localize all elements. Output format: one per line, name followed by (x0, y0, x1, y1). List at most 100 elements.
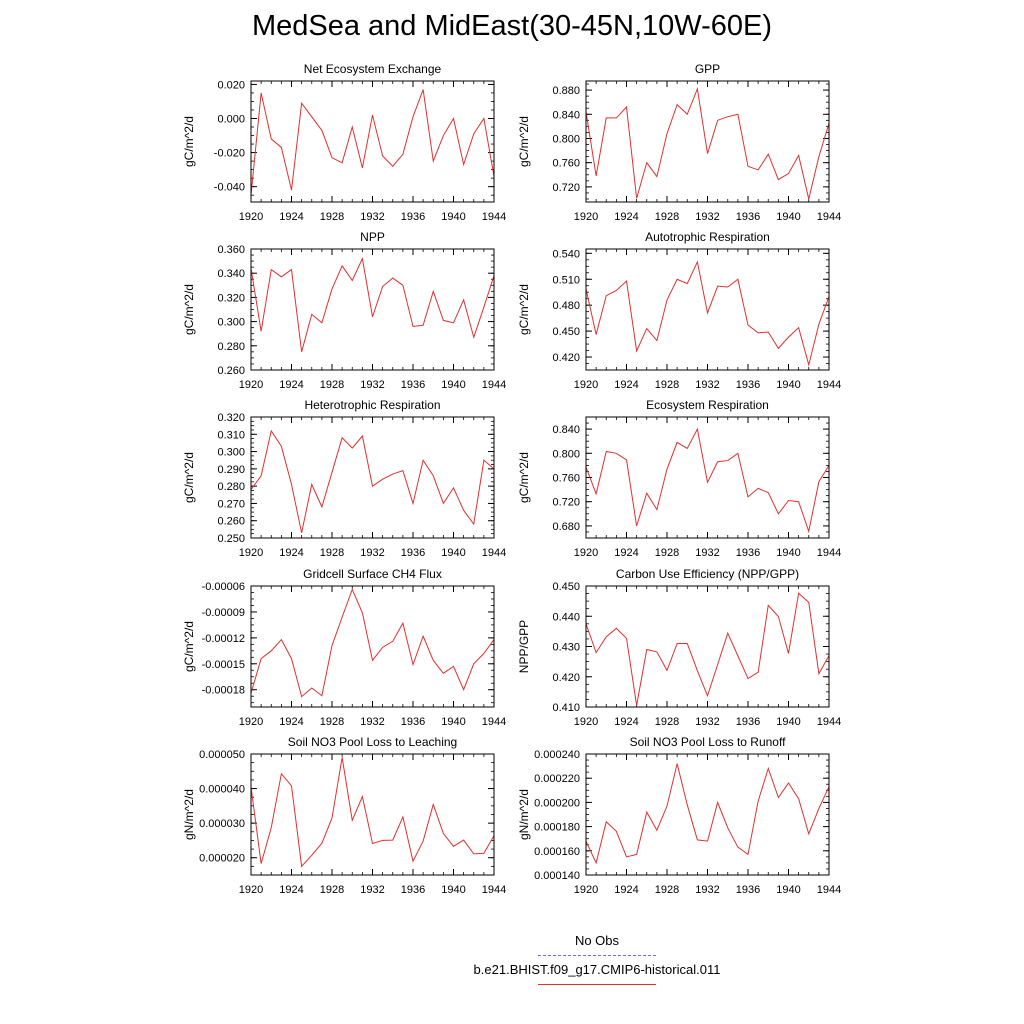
series-line (585, 763, 830, 865)
x-tick-label: 1928 (320, 211, 344, 223)
x-tick-label: 1940 (776, 547, 800, 559)
x-tick-label: 1924 (614, 379, 638, 391)
chart-panel-9: Soil NO3 Pool Loss to Leaching gN/m^2/d 19… (182, 735, 506, 896)
series-line (585, 260, 830, 367)
x-tick-label: 1932 (695, 716, 719, 728)
y-tick-label: 0.000240 (534, 749, 580, 761)
y-tick-label: 0.480 (552, 300, 580, 312)
chart-panel-4: Autotrophic Respiration gC/m^2/d 1920 1924 1… (517, 230, 841, 391)
x-tick-label: 1940 (441, 547, 465, 559)
plot-frame (585, 416, 830, 539)
y-tick-label: -0.00009 (202, 607, 245, 619)
y-tick-label: 0.320 (217, 292, 245, 304)
y-tick-label: 0.260 (217, 365, 245, 377)
y-tick-label: 0.000030 (199, 818, 245, 830)
chart-title: GPP (695, 62, 720, 76)
x-tick-label: 1932 (695, 379, 719, 391)
x-tick-label: 1920 (239, 379, 263, 391)
y-tick-label: 0.000050 (199, 749, 245, 761)
y-axis-label: gN/m^2/d (517, 789, 531, 840)
x-tick-label: 1944 (817, 211, 841, 223)
x-tick-label: 1932 (360, 884, 384, 896)
series-line (250, 429, 495, 533)
y-axis-label: gN/m^2/d (182, 789, 196, 840)
x-tick-label: 1932 (360, 211, 384, 223)
y-tick-label: -0.00015 (202, 659, 245, 671)
x-tick-label: 1944 (817, 884, 841, 896)
plot-frame (250, 416, 495, 539)
y-tick-label: 0.720 (552, 182, 580, 194)
x-tick-label: 1940 (776, 379, 800, 391)
legend-model-line (538, 984, 656, 985)
legend-obs-line (538, 955, 656, 956)
plot-frame (250, 248, 495, 371)
chart-panel-2: GPP gC/m^2/d 1920 1924 1928 1932 1936 1940 1944 0… (517, 62, 841, 223)
x-tick-label: 1944 (817, 379, 841, 391)
x-tick-label: 1944 (482, 379, 506, 391)
y-axis-label: gC/m^2/d (182, 621, 196, 672)
x-tick-label: 1940 (441, 884, 465, 896)
x-tick-label: 1928 (655, 379, 679, 391)
chart-panel-10: Soil NO3 Pool Loss to Runoff gN/m^2/d 1920… (517, 735, 841, 896)
chart-title: Net Ecosystem Exchange (304, 62, 442, 76)
y-tick-label: 0.280 (217, 481, 245, 493)
x-tick-label: 1944 (817, 716, 841, 728)
x-tick-label: 1940 (441, 379, 465, 391)
y-tick-label: 0.360 (217, 244, 245, 256)
chart-panel-8: Carbon Use Efficiency (NPP/GPP) NPP/GPP 19… (517, 567, 841, 728)
x-tick-label: 1936 (401, 884, 425, 896)
y-tick-label: 0.450 (552, 581, 580, 593)
x-tick-label: 1940 (776, 211, 800, 223)
y-tick-label: -0.00018 (202, 685, 245, 697)
x-tick-label: 1928 (655, 884, 679, 896)
x-tick-label: 1936 (736, 884, 760, 896)
x-tick-label: 1920 (574, 379, 598, 391)
chart-title: Heterotrophic Respiration (304, 398, 440, 412)
x-tick-label: 1928 (655, 716, 679, 728)
y-tick-label: 0.000220 (534, 773, 580, 785)
y-tick-label: -0.00006 (202, 581, 245, 593)
x-tick-label: 1920 (574, 884, 598, 896)
plot-frame (250, 585, 495, 708)
x-tick-label: 1924 (614, 884, 638, 896)
chart-title: Soil NO3 Pool Loss to Leaching (288, 735, 457, 749)
chart-title: Ecosystem Respiration (646, 398, 769, 412)
x-tick-label: 1924 (279, 547, 303, 559)
x-tick-label: 1932 (360, 379, 384, 391)
y-tick-label: 0.020 (217, 79, 245, 91)
y-tick-label: 0.880 (552, 85, 580, 97)
chart-title: Carbon Use Efficiency (NPP/GPP) (616, 567, 799, 581)
x-tick-label: 1920 (574, 211, 598, 223)
chart-title: NPP (360, 230, 385, 244)
y-tick-label: 0.680 (552, 521, 580, 533)
y-tick-label: 0.310 (217, 429, 245, 441)
x-tick-label: 1924 (279, 211, 303, 223)
chart-panel-3: NPP gC/m^2/d 1920 1924 1928 1932 1936 1940 1944 0… (182, 230, 506, 391)
x-tick-label: 1932 (360, 547, 384, 559)
y-tick-label: 0.000200 (534, 797, 580, 809)
y-axis-label: gC/m^2/d (517, 452, 531, 503)
y-tick-label: 0.840 (552, 109, 580, 121)
chart-title: Autotrophic Respiration (645, 230, 770, 244)
x-tick-label: 1944 (482, 884, 506, 896)
x-tick-label: 1932 (695, 547, 719, 559)
y-tick-label: 0.720 (552, 497, 580, 509)
chart-title: Gridcell Surface CH4 Flux (303, 567, 442, 581)
x-tick-label: 1944 (817, 547, 841, 559)
y-tick-label: -0.040 (214, 182, 245, 194)
page-title: MedSea and MidEast(30-45N,10W-60E) (251, 10, 773, 42)
series-line (250, 257, 495, 352)
x-tick-label: 1928 (320, 716, 344, 728)
y-tick-label: 0.000040 (199, 784, 245, 796)
y-tick-label: 0.800 (552, 448, 580, 460)
x-tick-label: 1928 (320, 379, 344, 391)
chart-panel-5: Heterotrophic Respiration gC/m^2/d 1920 192… (182, 398, 506, 559)
x-tick-label: 1920 (239, 211, 263, 223)
y-axis-label: gC/m^2/d (517, 116, 531, 167)
x-tick-label: 1928 (320, 884, 344, 896)
x-tick-label: 1924 (279, 716, 303, 728)
plot-frame (250, 753, 495, 876)
series-line (585, 86, 830, 200)
x-tick-label: 1936 (401, 211, 425, 223)
